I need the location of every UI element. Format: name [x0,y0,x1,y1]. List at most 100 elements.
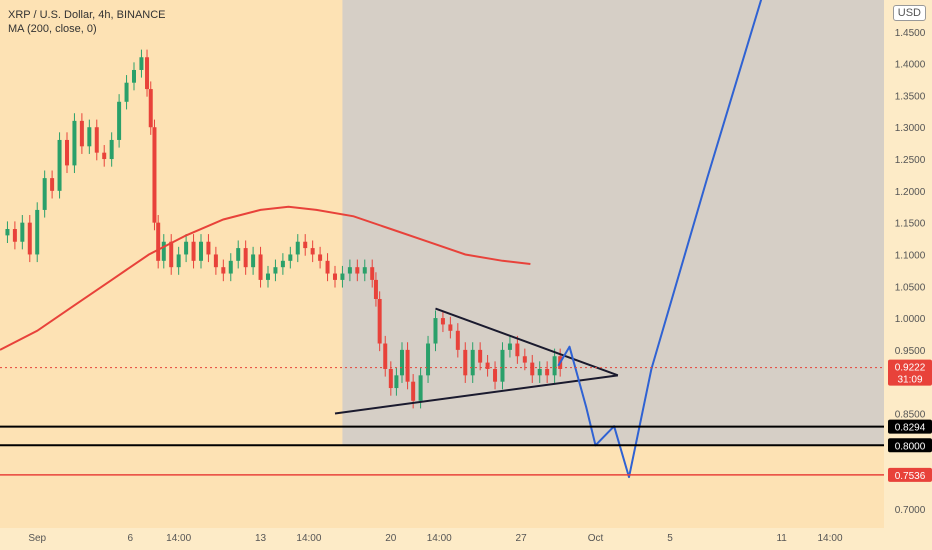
current-price-label: 0.9222 [895,363,926,374]
candle-body [169,241,174,268]
level-label-0.7536: 0.7536 [895,471,926,482]
candle-body [373,279,378,299]
y-tick-label: 1.0500 [895,282,926,293]
y-tick-label: 0.8500 [895,409,926,420]
candle-body [347,267,352,274]
candle-body [340,273,345,280]
level-label-0.8294: 0.8294 [895,423,926,434]
candle-body [332,273,337,280]
current-price-countdown: 31:09 [897,375,922,386]
candle-body [139,57,144,70]
candle-body [156,222,161,261]
y-tick-label: 1.0000 [895,314,926,325]
shaded-projection-zone [342,0,884,446]
candle-body [388,368,393,389]
candle-body [485,362,490,369]
candle-body [507,343,512,350]
candle-body [243,248,248,268]
level-label-bg-0.8000 [888,438,932,453]
level-label-bg-0.8294 [888,419,932,434]
candle-body [102,152,107,160]
candle-body [64,139,69,166]
y-tick-label: 1.2500 [895,155,926,166]
candle-body [530,362,535,376]
candle-body [493,368,498,382]
candle-body [184,241,189,255]
x-tick-label: 11 [776,533,787,544]
y-tick-label: 1.4000 [895,60,926,71]
candle-body [377,298,382,344]
x-tick-label: 14:00 [427,533,452,544]
candle-body [198,241,203,261]
candle-body [161,241,166,261]
candle-body [310,248,315,255]
candle-body [537,368,542,376]
x-tick-label: Sep [28,533,46,544]
y-tick-label: 1.2000 [895,187,926,198]
candle-body [399,349,404,376]
x-tick-label: 14:00 [296,533,321,544]
candle-body [288,254,293,261]
candle-body [236,248,241,261]
candle-body [478,349,483,363]
candle-body [433,318,438,344]
y-tick-label: 1.4500 [895,28,926,39]
candle-body [552,356,557,376]
time-axis-panel [0,528,932,550]
candle-body [72,120,77,166]
candle-body [206,241,211,255]
candle-body [87,127,92,147]
candle-body [362,267,367,274]
triangle-lower-trendline [334,374,619,415]
y-tick-label: 1.3500 [895,91,926,102]
candle-body [5,229,10,236]
candle-body [455,330,460,350]
candle-body [57,139,62,191]
candle-body [426,343,431,376]
level-label-bg-0.7536 [888,467,932,482]
candle-body [318,254,323,261]
candle-body [221,267,226,274]
candle-body [370,267,375,280]
indicator-label: MA (200, close, 0) [8,23,97,35]
candle-body [383,343,388,369]
candle-body [448,324,453,331]
y-tick-label: 0.9500 [895,346,926,357]
x-tick-label: 6 [127,533,133,544]
x-tick-label: 14:00 [166,533,191,544]
x-tick-label: 5 [667,533,673,544]
candle-body [109,139,114,160]
candle-body [12,229,17,242]
candle-body [265,273,270,280]
candle-body [405,349,410,382]
chart-legend: XRP / U.S. Dollar, 4h, BINANCE MA (200, … [8,8,166,36]
candle-body [117,101,122,140]
candle-body [50,178,55,191]
currency-button[interactable]: USD [892,5,926,21]
candle-body [325,260,330,274]
x-tick-label: 20 [385,533,397,544]
candle-body [273,267,278,274]
candle-body [124,82,129,102]
x-tick-label: 13 [255,533,267,544]
candle-body [145,57,150,90]
candle-body [213,254,218,268]
candle-body [228,260,233,274]
candle-body [355,267,360,274]
y-tick-label: 1.3000 [895,123,926,134]
candle-body [522,356,527,363]
candle-body [295,241,300,255]
y-tick-label: 1.1500 [895,219,926,230]
candle-body [27,222,32,255]
candle-body [251,254,256,268]
candle-body [411,381,416,401]
candle-body [418,375,423,401]
candle-body [20,222,25,242]
candle-body [463,349,468,376]
candle-body [42,178,47,210]
candle-body [440,318,445,325]
candle-body [470,349,475,376]
candle-body [500,349,505,382]
